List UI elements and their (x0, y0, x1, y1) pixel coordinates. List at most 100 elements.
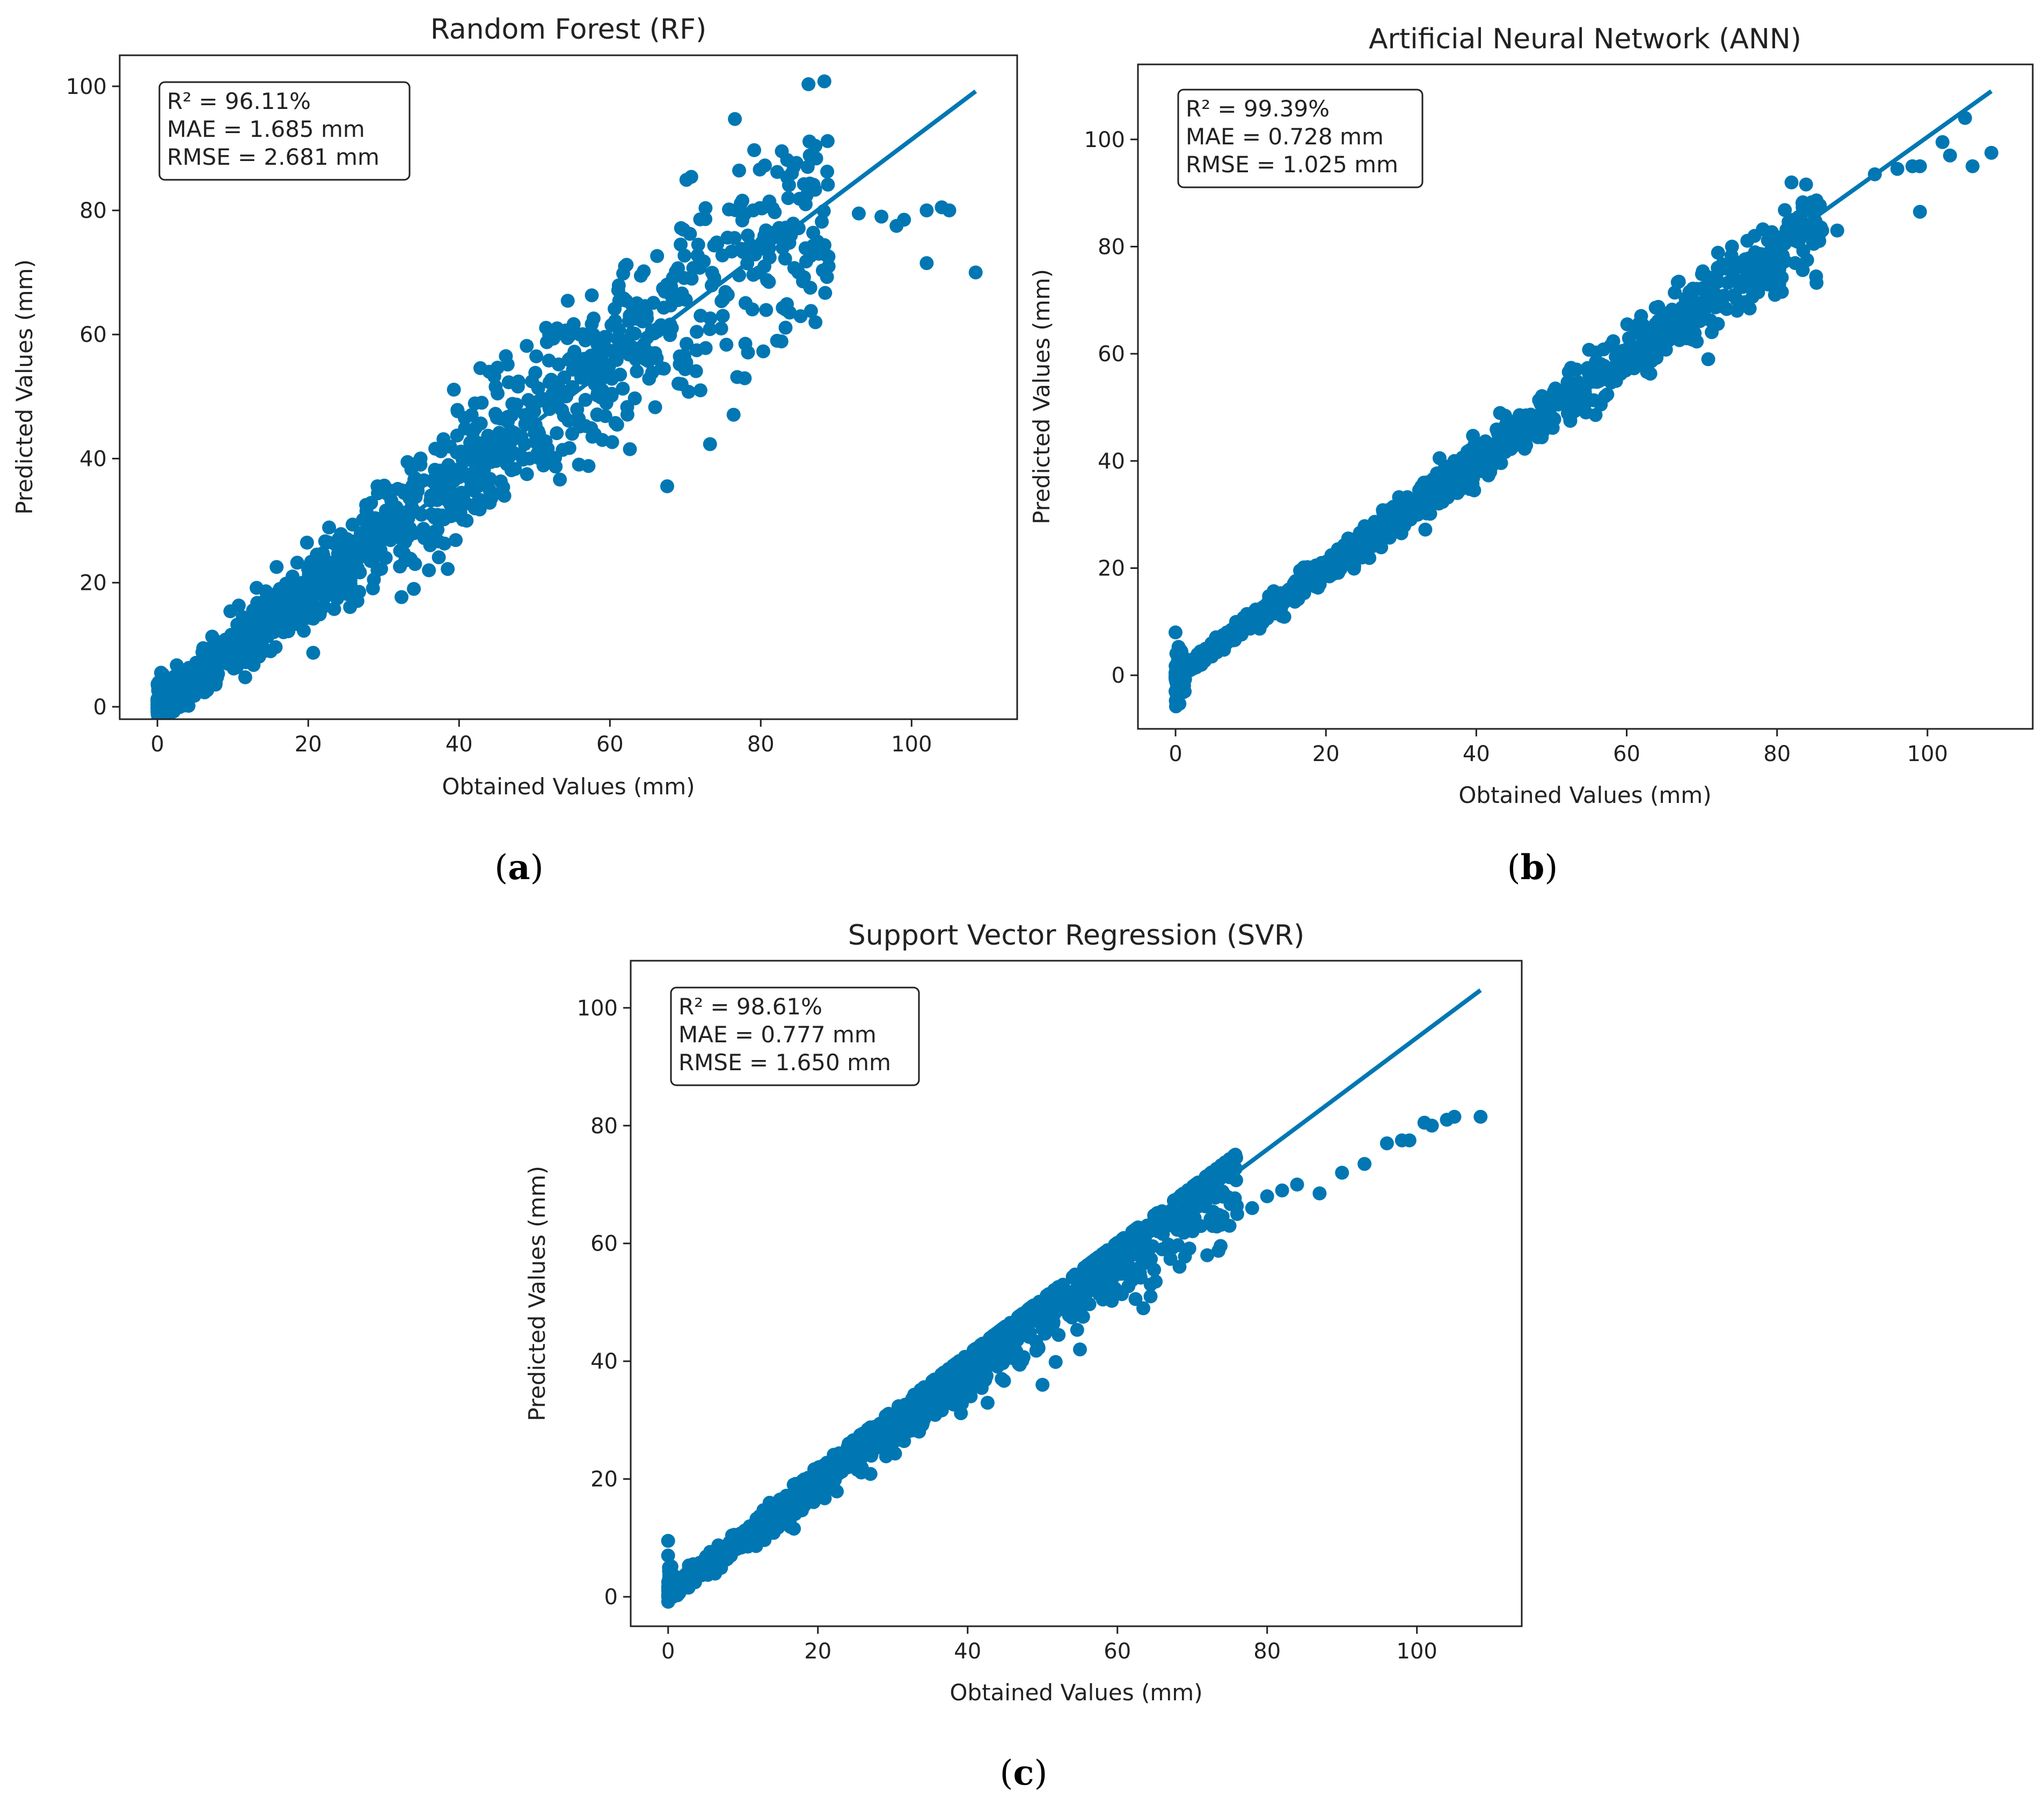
y-axis-label: Predicted Values (mm) (1028, 269, 1055, 524)
data-point (1809, 276, 1824, 290)
fit-line (156, 89, 977, 709)
x-tick-label: 0 (151, 732, 164, 757)
data-point (636, 314, 649, 328)
data-point (674, 237, 688, 252)
data-point (612, 294, 626, 308)
y-tick-label: 40 (79, 447, 107, 471)
data-point (659, 280, 673, 294)
data-point-outlier (1245, 1201, 1259, 1215)
data-point (403, 552, 418, 566)
data-point (520, 339, 534, 353)
data-point-outlier (482, 364, 497, 379)
data-point (818, 286, 833, 300)
data-point (1708, 300, 1722, 315)
data-point (250, 596, 265, 610)
data-point (508, 462, 522, 476)
data-point (897, 1434, 911, 1448)
data-point (1202, 1177, 1216, 1192)
scatter-series (1169, 111, 1998, 714)
data-point (1662, 333, 1677, 347)
data-point-outlier (919, 203, 934, 217)
data-point (401, 529, 415, 544)
data-point (374, 561, 388, 576)
data-point (223, 604, 238, 618)
data-point (1177, 1225, 1191, 1240)
data-point (753, 162, 767, 177)
data-point (435, 508, 449, 523)
panel-caption: (b) (1507, 847, 1558, 888)
data-point-outlier (746, 203, 761, 217)
data-point (1452, 479, 1467, 494)
data-point (1806, 234, 1820, 248)
data-point (1670, 275, 1685, 289)
stats-line: R² = 96.11% (167, 88, 311, 114)
data-point (611, 278, 626, 293)
data-point (806, 225, 820, 240)
data-point (471, 436, 485, 450)
data-point (1519, 408, 1533, 422)
data-point (734, 196, 748, 210)
data-point (1623, 351, 1638, 366)
data-point (620, 407, 634, 422)
data-point (501, 375, 516, 390)
data-point (1705, 325, 1719, 339)
data-point (1143, 1289, 1158, 1304)
data-point (781, 191, 795, 206)
data-point (782, 178, 796, 192)
data-point (608, 314, 622, 328)
panel-ann: Artificial Neural Network (ANN) 0 20 40 60 80… (1028, 23, 2034, 888)
x-tick-label: 40 (954, 1639, 981, 1664)
data-point (501, 414, 515, 429)
data-point (879, 1449, 893, 1464)
data-point (689, 364, 703, 378)
x-tick-label: 100 (1907, 742, 1948, 766)
data-point (505, 397, 520, 411)
data-point (290, 609, 304, 623)
data-point (1347, 561, 1361, 576)
data-point (1029, 1343, 1043, 1358)
data-point (996, 1321, 1011, 1335)
data-point (1185, 1211, 1200, 1226)
data-point (528, 435, 543, 449)
data-point (1570, 362, 1584, 377)
y-tick-label: 100 (577, 996, 618, 1021)
data-point (320, 558, 335, 572)
x-tick-label: 20 (804, 1639, 831, 1664)
data-point (988, 1335, 1003, 1350)
chart-title: Artificial Neural Network (ANN) (1369, 23, 1801, 55)
y-axis-label: Predicted Values (mm) (11, 259, 38, 515)
y-tick-label: 80 (79, 199, 107, 223)
data-point (625, 326, 639, 340)
data-point-outlier (1473, 1109, 1488, 1124)
data-point (1481, 468, 1495, 483)
data-point (300, 536, 314, 550)
scatter-series (661, 1109, 1488, 1609)
data-point (680, 337, 694, 351)
y-tick-label: 20 (590, 1467, 618, 1492)
data-point (1032, 1295, 1047, 1309)
data-point (408, 489, 423, 504)
data-point (1414, 479, 1429, 494)
data-point (759, 303, 773, 317)
data-point (516, 452, 530, 467)
data-point (1147, 1262, 1162, 1277)
x-tick-label: 80 (1253, 1639, 1281, 1664)
data-point (623, 442, 637, 456)
data-point-outlier (1440, 1113, 1454, 1127)
data-point (1165, 1241, 1179, 1255)
data-point (703, 311, 718, 326)
data-point (238, 670, 252, 684)
stats-line: MAE = 0.777 mm (678, 1021, 877, 1048)
data-point-outlier (618, 259, 632, 274)
data-point-outlier (1695, 282, 1709, 297)
data-point (698, 201, 713, 215)
data-point (1716, 257, 1730, 272)
data-point-outlier (1035, 1378, 1050, 1392)
data-point (738, 371, 752, 385)
data-point (598, 409, 612, 423)
data-point (578, 393, 593, 407)
data-point (1730, 304, 1744, 318)
data-point-outlier (573, 327, 587, 342)
data-point (1305, 560, 1319, 575)
fit-line (1174, 89, 1993, 677)
